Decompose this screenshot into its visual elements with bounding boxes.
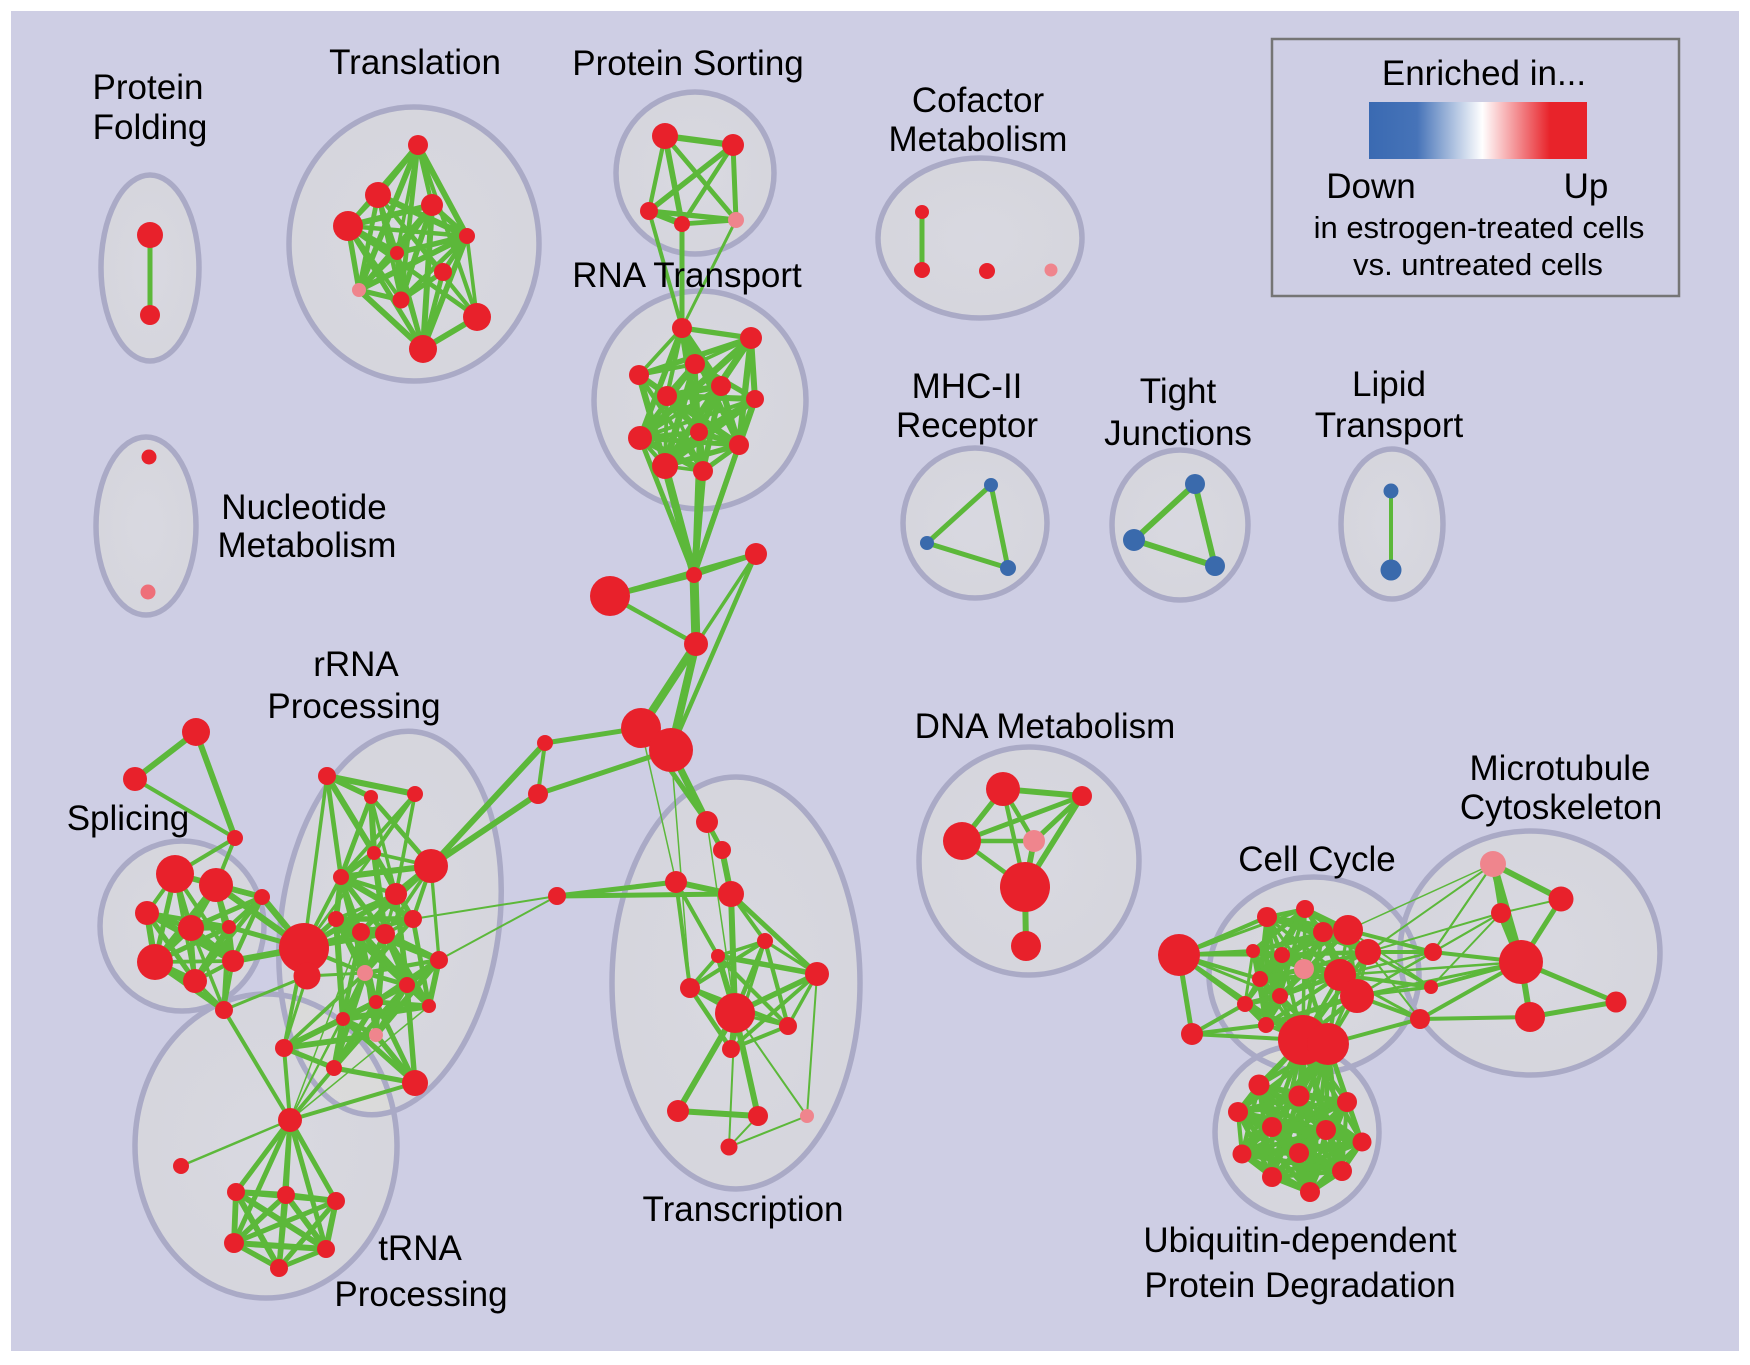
svg-text:vs. untreated cells: vs. untreated cells xyxy=(1353,247,1603,282)
svg-text:Metabolism: Metabolism xyxy=(218,526,397,565)
svg-text:DNA Metabolism: DNA Metabolism xyxy=(915,707,1176,746)
svg-text:tRNA: tRNA xyxy=(378,1229,462,1268)
svg-text:Ubiquitin-dependent: Ubiquitin-dependent xyxy=(1143,1221,1457,1260)
svg-text:rRNA: rRNA xyxy=(313,645,399,684)
svg-text:Up: Up xyxy=(1564,167,1609,206)
svg-text:RNA Transport: RNA Transport xyxy=(572,256,802,295)
svg-text:Lipid: Lipid xyxy=(1352,365,1426,404)
svg-text:Junctions: Junctions xyxy=(1104,414,1252,453)
svg-text:Down: Down xyxy=(1326,167,1415,206)
svg-text:Cell Cycle: Cell Cycle xyxy=(1238,840,1396,879)
svg-text:Translation: Translation xyxy=(329,43,501,82)
svg-text:Cofactor: Cofactor xyxy=(912,81,1045,120)
svg-text:Receptor: Receptor xyxy=(896,406,1038,445)
svg-text:Protein Degradation: Protein Degradation xyxy=(1144,1266,1455,1305)
svg-text:Tight: Tight xyxy=(1140,372,1217,411)
svg-text:Transport: Transport xyxy=(1315,406,1464,445)
svg-text:Cytoskeleton: Cytoskeleton xyxy=(1460,788,1662,827)
svg-text:Protein Sorting: Protein Sorting xyxy=(572,44,804,83)
svg-text:in estrogen-treated cells: in estrogen-treated cells xyxy=(1314,210,1645,245)
svg-text:Metabolism: Metabolism xyxy=(889,120,1068,159)
svg-text:Splicing: Splicing xyxy=(67,799,190,838)
svg-text:Processing: Processing xyxy=(334,1275,507,1314)
svg-text:Microtubule: Microtubule xyxy=(1470,749,1651,788)
svg-text:Folding: Folding xyxy=(93,108,208,147)
svg-text:Processing: Processing xyxy=(267,687,440,726)
svg-text:Protein: Protein xyxy=(93,68,204,107)
svg-text:MHC-II: MHC-II xyxy=(912,367,1023,406)
svg-text:Enriched in...: Enriched in... xyxy=(1382,54,1586,93)
svg-text:Transcription: Transcription xyxy=(643,1190,844,1229)
svg-text:Nucleotide: Nucleotide xyxy=(221,488,386,527)
